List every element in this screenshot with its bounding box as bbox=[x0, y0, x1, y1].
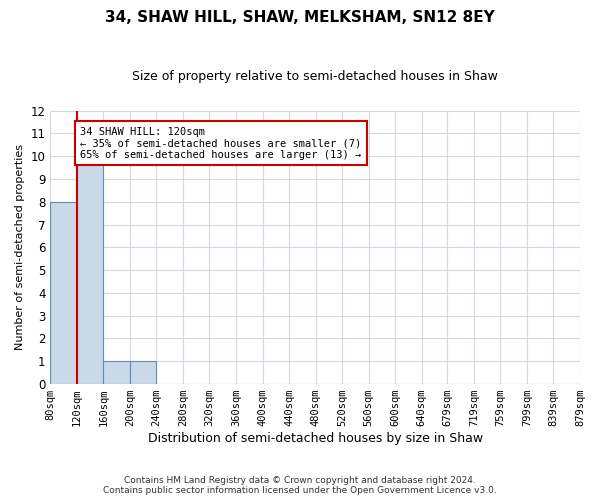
Text: 34 SHAW HILL: 120sqm
← 35% of semi-detached houses are smaller (7)
65% of semi-d: 34 SHAW HILL: 120sqm ← 35% of semi-detac… bbox=[80, 126, 361, 160]
Y-axis label: Number of semi-detached properties: Number of semi-detached properties bbox=[15, 144, 25, 350]
Text: Contains HM Land Registry data © Crown copyright and database right 2024.
Contai: Contains HM Land Registry data © Crown c… bbox=[103, 476, 497, 495]
Bar bbox=[130, 362, 157, 384]
Bar bbox=[77, 156, 103, 384]
Text: 34, SHAW HILL, SHAW, MELKSHAM, SN12 8EY: 34, SHAW HILL, SHAW, MELKSHAM, SN12 8EY bbox=[105, 10, 495, 25]
Title: Size of property relative to semi-detached houses in Shaw: Size of property relative to semi-detach… bbox=[132, 70, 498, 83]
Bar bbox=[103, 362, 130, 384]
Bar bbox=[50, 202, 77, 384]
X-axis label: Distribution of semi-detached houses by size in Shaw: Distribution of semi-detached houses by … bbox=[148, 432, 483, 445]
